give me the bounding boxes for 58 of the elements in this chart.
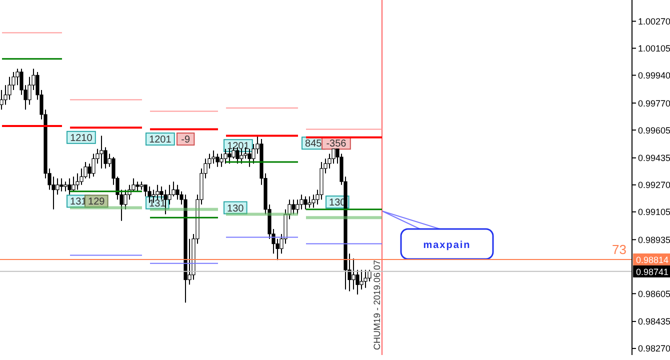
candlestick	[360, 269, 364, 290]
candlestick	[8, 76, 12, 100]
y-tick-label: 0.99940	[638, 70, 670, 80]
candlestick	[100, 135, 104, 169]
annotation: 845	[305, 138, 322, 150]
candlestick	[176, 184, 180, 200]
candlestick	[148, 186, 152, 204]
y-tick-label: 1.00270	[638, 16, 670, 26]
annotation: 129	[88, 196, 106, 208]
candlestick	[92, 153, 96, 178]
candlestick	[308, 196, 312, 208]
candlestick	[168, 184, 172, 205]
y-tick-label: 0.98435	[638, 316, 670, 327]
candlestick	[212, 150, 216, 164]
candlestick	[124, 189, 128, 210]
annotation: 131	[70, 196, 88, 208]
annotation: 1201	[149, 134, 172, 146]
annotation: CHUM19 - 2019.06.07	[372, 260, 382, 350]
candlestick	[364, 269, 368, 288]
ref-line-label: 0.98814	[636, 254, 669, 265]
annotation: -9	[181, 134, 190, 146]
candlestick	[240, 148, 244, 164]
candlestick	[224, 148, 228, 164]
y-tick-label: 0.99770	[638, 98, 670, 108]
annotation: maxpain	[423, 240, 471, 251]
candlestick	[60, 178, 64, 192]
candlestick	[248, 148, 252, 168]
ref-line-label: 0.98741	[636, 266, 669, 277]
annotation: 131	[149, 198, 166, 210]
candlestick	[72, 176, 76, 192]
annotation: 130	[227, 203, 244, 214]
y-tick-label: 0.99605	[638, 125, 670, 136]
y-tick-label: 0.98270	[638, 344, 670, 354]
annotation: -356	[326, 138, 347, 150]
candlestick	[136, 181, 140, 192]
candlestick	[292, 199, 296, 215]
candlestick	[64, 181, 68, 192]
candlestick	[76, 172, 80, 190]
y-tick-label: 0.99105	[638, 207, 670, 218]
annotation: 1210	[70, 132, 93, 144]
y-tick-label: 0.99270	[638, 180, 670, 190]
candlestick	[304, 196, 308, 210]
candlestick	[68, 178, 72, 196]
candlestick	[220, 153, 224, 168]
candlestick	[216, 153, 220, 168]
y-tick-label: 0.99435	[638, 153, 670, 164]
y-tick-label: 0.98935	[638, 234, 670, 245]
y-tick-label: 1.00105	[638, 43, 670, 54]
candlestick	[312, 194, 316, 208]
candlestick	[156, 184, 160, 200]
annotation: 73	[612, 242, 626, 257]
annotation: 1201	[227, 141, 250, 152]
candlestick	[332, 148, 336, 164]
candlestick	[228, 148, 232, 164]
y-tick-label: 0.98605	[638, 288, 670, 299]
candlestick	[164, 189, 168, 215]
candlestick	[56, 178, 60, 196]
candlestick	[352, 258, 356, 290]
